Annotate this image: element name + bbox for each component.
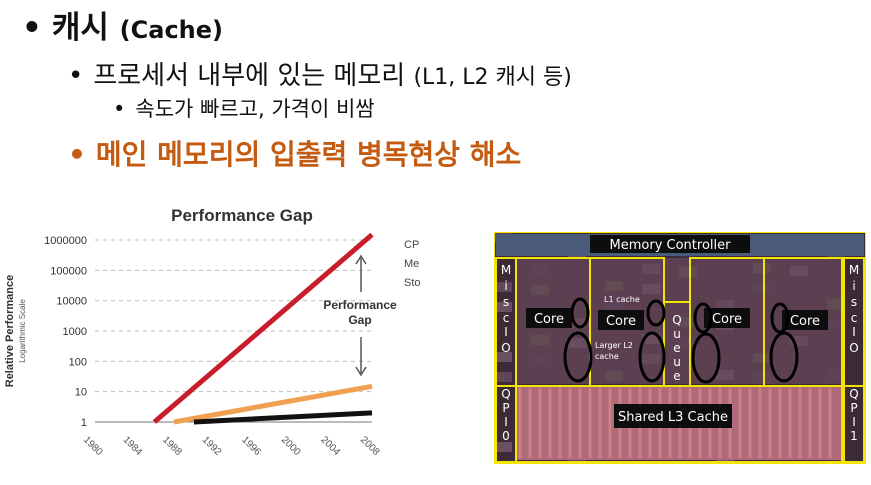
y-tick-label: 1000 <box>63 326 87 338</box>
l2-cache-label: cache <box>595 352 619 361</box>
y-tick-label: 1000000 <box>44 235 87 247</box>
misc-io-left-label: I <box>504 325 508 339</box>
misc-io-left-label: O <box>501 341 510 355</box>
core-label: Core <box>712 312 742 327</box>
die-border <box>515 385 843 463</box>
memory-controller-label: Memory Controller <box>610 238 732 253</box>
misc-io-right-label: I <box>852 325 856 339</box>
misc-io-left-label: s <box>503 295 509 309</box>
core-box <box>704 308 750 328</box>
misc-io-right-label: s <box>851 295 857 309</box>
core-box <box>526 308 572 328</box>
x-tick-label: 1980 <box>81 434 105 458</box>
misc-io-right-label: O <box>849 341 858 355</box>
performance-gap-chart: Performance Gap 1000000 100000 10000 1000 100… <box>4 206 420 458</box>
queue-label: Q <box>672 313 681 327</box>
y-tick-label: 10 <box>75 387 87 399</box>
core-label: Core <box>534 312 564 327</box>
slide-title: • 캐시 (Cache) <box>22 2 223 47</box>
die-texture <box>494 372 512 382</box>
bullet-marker: • <box>113 97 126 121</box>
bullet-text: 메인 메모리의 입출력 병목현상 해소 <box>95 138 522 171</box>
gap-arrow-head-up <box>355 254 367 265</box>
die-texture <box>494 302 512 312</box>
qpi-left-label: Q <box>501 387 510 401</box>
y-tick-label: 100 <box>69 356 87 368</box>
bullet-marker: • <box>68 138 86 171</box>
chart-title: Performance Gap <box>171 206 313 225</box>
series-line-cpus <box>152 232 374 424</box>
core-label: Core <box>790 314 820 329</box>
qpi-left-label: 0 <box>502 429 510 443</box>
series-line-storage <box>193 410 373 425</box>
l3-label-box <box>614 404 732 428</box>
die-texture <box>494 352 512 362</box>
l1-cache-ellipse <box>770 302 790 334</box>
bullet-highlight: • 메인 메모리의 입출력 병목현상 해소 <box>68 133 521 173</box>
misc-io-left-label: c <box>503 311 510 325</box>
l2-cache-ellipse <box>769 331 799 383</box>
x-tick-label: 2008 <box>358 434 382 458</box>
l2-cache-ellipse <box>563 331 593 383</box>
bullet-marker: • <box>68 61 84 91</box>
core-box <box>782 310 828 330</box>
y-axis-label: Relative Performance <box>4 275 16 388</box>
l1-cache-label: L1 cache <box>604 295 640 304</box>
qpi-right-label: 1 <box>850 429 858 443</box>
misc-io-left-label: M <box>501 263 511 277</box>
y-tick-label: 100000 <box>50 265 87 277</box>
misc-io-left-label: i <box>504 279 507 293</box>
y-tick-label: 1 <box>81 417 87 429</box>
qpi-right-label: Q <box>849 387 858 401</box>
title-text: 캐시 <box>51 10 109 46</box>
l2-cache-ellipse <box>691 332 721 384</box>
qpi-right-label: I <box>852 415 856 429</box>
core-label: Core <box>606 314 636 329</box>
qpi-right-label: P <box>850 401 857 415</box>
misc-io-right-label: i <box>852 279 855 293</box>
legend-label-storage: Storage <box>404 277 420 289</box>
bullet-level2: • 프로세서 내부에 있는 메모리 (L1, L2 캐시 등) <box>68 55 572 92</box>
l1-cache-ellipse <box>693 302 713 334</box>
y-tick-label: 10000 <box>56 296 87 308</box>
legend-label-memory: Memory <box>404 258 420 270</box>
l1-cache-ellipse <box>646 299 666 327</box>
die-texture <box>494 442 512 452</box>
legend-label-cpus: CPUs <box>404 239 420 251</box>
gap-annotation: Gap <box>348 313 371 327</box>
l3-label: Shared L3 Cache <box>618 410 728 425</box>
bullet-text: 프로세서 내부에 있는 메모리 <box>93 61 406 91</box>
qpi-left-label: P <box>502 401 509 415</box>
x-tick-label: 1988 <box>160 434 184 458</box>
x-tick-label: 2004 <box>318 434 342 458</box>
bullet-text-english: (L1, L2 캐시 등) <box>413 65 572 90</box>
x-tick-label: 2000 <box>279 434 303 458</box>
misc-io-right-label: c <box>851 311 858 325</box>
queue-label: u <box>673 355 681 369</box>
gap-annotation: Performance <box>323 298 397 312</box>
x-tick-label: 1996 <box>239 434 263 458</box>
memory-controller-box <box>590 235 750 253</box>
gap-arrow-head-down <box>355 366 367 377</box>
series-line-memory <box>173 383 373 425</box>
title-english: (Cache) <box>119 16 224 44</box>
l1-cache-ellipse <box>570 297 590 329</box>
core-box <box>598 310 644 330</box>
misc-io-right-label: M <box>849 263 859 277</box>
x-tick-label: 1984 <box>121 434 145 458</box>
die-texture <box>494 282 512 292</box>
queue-label: e <box>673 369 680 383</box>
x-tick-label: 1992 <box>200 434 224 458</box>
y-axis-sublabel: Logarithmic Scale <box>18 299 27 363</box>
bullet-level3: • 속도가 빠르고, 가격이 비쌈 <box>113 93 375 123</box>
l2-cache-label: Larger L2 <box>595 341 633 350</box>
die-border <box>843 385 865 463</box>
bullet-marker: • <box>22 10 42 46</box>
l2-cache-ellipse <box>638 331 666 383</box>
queue-label: e <box>673 341 680 355</box>
queue-label: u <box>673 327 681 341</box>
bullet-text: 속도가 빠르고, 가격이 비쌈 <box>135 97 375 121</box>
qpi-left-label: I <box>504 415 508 429</box>
